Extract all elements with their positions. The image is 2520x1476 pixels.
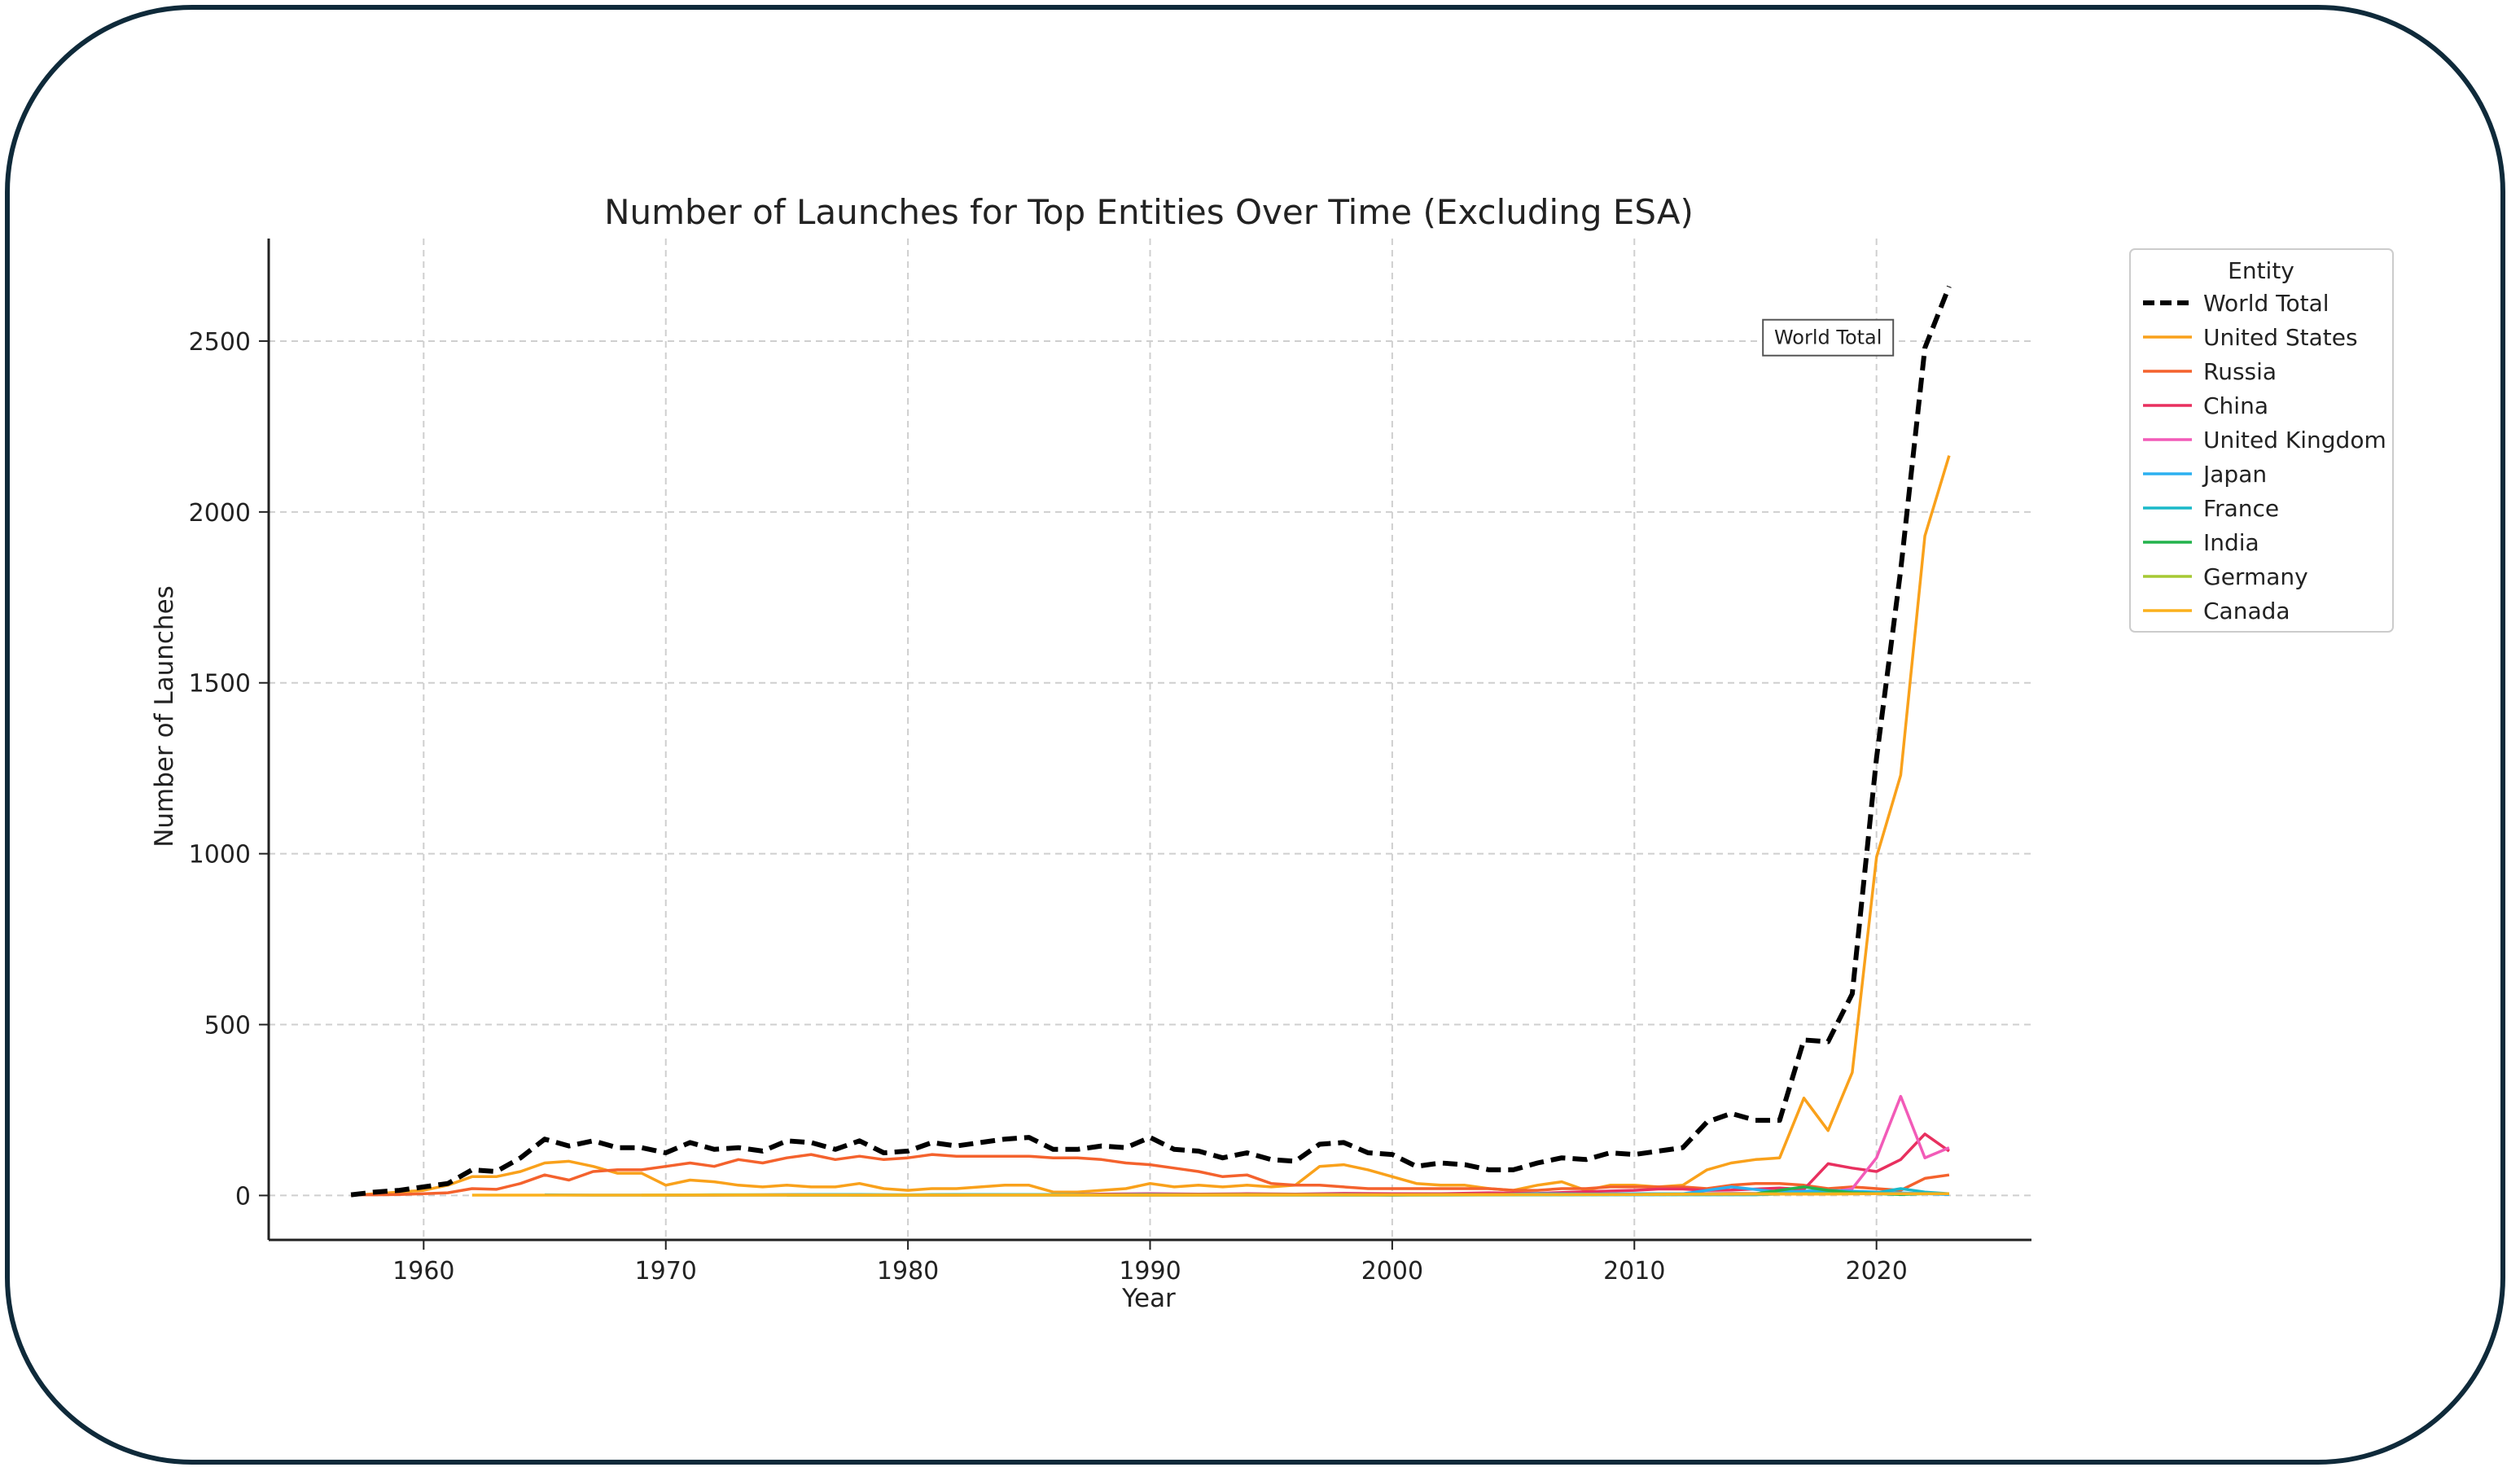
legend: Entity World Total United States Russia Chi… [2129, 248, 2394, 633]
chart-title: Number of Launches for Top Entities Over… [604, 192, 1694, 232]
legend-label-china: China [2203, 392, 2268, 419]
y-tick-label: 1000 [189, 841, 251, 869]
x-tick-label: 1960 [392, 1257, 454, 1285]
legend-label-world-total: World Total [2203, 290, 2329, 317]
series-line-united-states [350, 455, 1951, 1198]
y-tick-label: 500 [204, 1012, 251, 1040]
y-axis-label: Number of Launches [150, 585, 179, 847]
x-tick-label: 2010 [1603, 1257, 1665, 1285]
legend-label-japan: Japan [2202, 461, 2267, 488]
axis-ticks: 1960 1970 1980 1990 2000 2010 2020 0 500 1000 1500… [189, 328, 1908, 1285]
legend-label-france: France [2203, 495, 2279, 522]
y-tick-label: 2000 [189, 499, 251, 528]
x-tick-label: 2020 [1845, 1257, 1907, 1285]
series-lines [350, 285, 1952, 1198]
legend-label-united-kingdom: United Kingdom [2203, 427, 2386, 453]
legend-label-united-states: United States [2203, 324, 2358, 351]
x-tick-label: 1970 [635, 1257, 697, 1285]
y-tick-label: 2500 [189, 328, 251, 357]
x-tick-label: 1990 [1119, 1257, 1181, 1285]
legend-label-germany: Germany [2203, 563, 2308, 590]
legend-box [2129, 248, 2394, 633]
y-tick-label: 0 [235, 1182, 251, 1211]
y-tick-label: 1500 [189, 670, 251, 699]
annotation-box [1762, 318, 1895, 357]
series-line-united-kingdom [1634, 1094, 1950, 1196]
legend-label-india: India [2203, 529, 2259, 556]
x-axis-label: Year [1121, 1284, 1176, 1313]
series-line-world-total [350, 285, 1952, 1198]
world-total-annotation: World Total [1762, 318, 1895, 357]
legend-title: Entity [2228, 257, 2294, 284]
grid-lines [269, 239, 2031, 1240]
series-line-canada [471, 1192, 1949, 1197]
series-line-russia [351, 1153, 1950, 1197]
annotation-text: World Total [1774, 326, 1882, 349]
x-tick-label: 2000 [1361, 1257, 1423, 1285]
legend-label-russia: Russia [2203, 358, 2277, 385]
x-tick-label: 1980 [877, 1257, 939, 1285]
legend-label-canada: Canada [2203, 598, 2290, 624]
rounded-frame [5, 5, 2505, 1465]
